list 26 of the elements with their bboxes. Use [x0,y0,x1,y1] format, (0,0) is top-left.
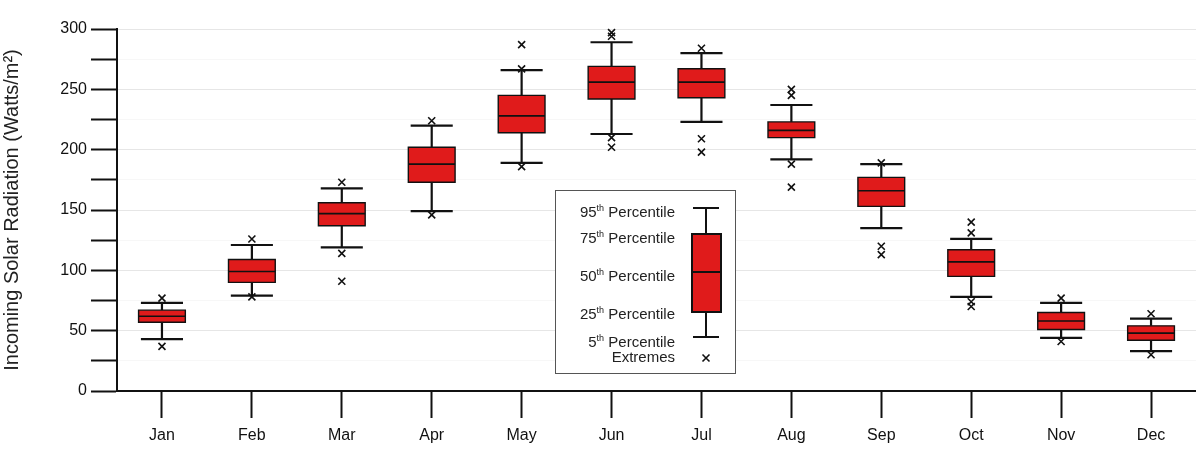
y-tick-label: 200 [60,140,88,158]
annotation: 25$^{th}$ Percentile [579,304,675,323]
annotation: 75$^{th}$ Percentile [579,228,675,247]
y-tick-label: 150 [60,200,88,218]
x-tick-label: Jan [149,426,175,444]
annotation: 5$^{th}$ Percentile [588,332,675,351]
y-tick-label: 50 [69,321,88,339]
x-tick-label: Aug [777,426,806,444]
y-axis-title: Incoming Solar Radiation (Watts/m²) [0,49,22,371]
x-tick-label: May [506,426,537,444]
x-tick-label: Jun [598,426,625,444]
x-tick-label: Jul [691,426,712,444]
x-tick-label: Apr [419,426,445,444]
x-tick-label: Mar [328,426,357,444]
y-tick-label: 300 [60,19,88,37]
annotation: 95$^{th}$ Percentile [579,202,675,221]
x-tick-label: Oct [958,426,985,444]
x-tick-label: Dec [1136,426,1166,444]
annotation: Extremes [611,348,675,366]
y-tick-label: 250 [60,79,88,97]
y-tick-label: 0 [78,381,88,399]
annotation: 50$^{th}$ Percentile [579,266,675,285]
x-tick-label: Feb [238,426,266,444]
x-tick-label: Nov [1046,426,1076,444]
x-tick-label: Sep [867,426,896,444]
y-tick-label: 100 [60,260,88,278]
